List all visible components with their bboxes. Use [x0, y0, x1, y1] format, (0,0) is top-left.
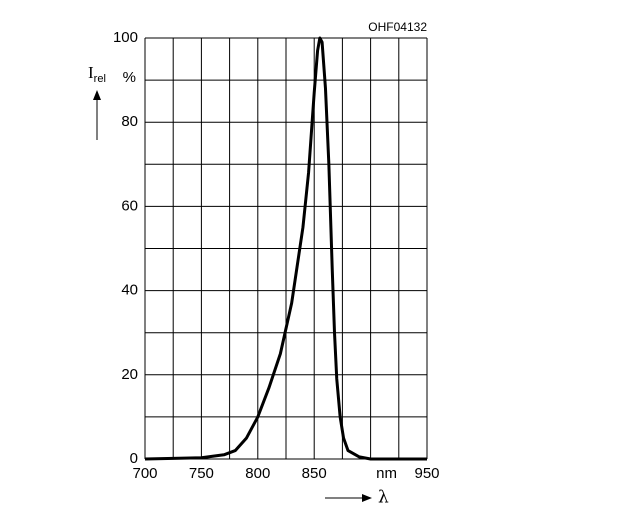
y-label-main: I — [88, 63, 94, 82]
y-label-sub: rel — [94, 73, 106, 85]
y-tick-label: 100 — [113, 29, 138, 46]
x-arrow-head — [362, 494, 372, 502]
x-axis-label: λ — [378, 488, 389, 508]
y-tick-label: % — [123, 69, 136, 86]
x-tick-label: 950 — [414, 465, 439, 482]
x-tick-label: 700 — [132, 465, 157, 482]
x-tick-label: 800 — [245, 465, 270, 482]
y-tick-label: 20 — [121, 366, 138, 383]
y-tick-label: 40 — [121, 282, 138, 299]
y-arrow-head — [93, 90, 101, 100]
curve — [144, 36, 427, 461]
y-tick-label: 60 — [121, 197, 138, 214]
x-tick-label: 850 — [302, 465, 327, 482]
figure-code: OHF04132 — [368, 20, 427, 34]
x-tick-label: nm — [376, 465, 397, 482]
y-tick-label: 0 — [130, 450, 138, 467]
y-axis-label: Irel — [88, 63, 106, 85]
x-tick-label: 750 — [189, 465, 214, 482]
y-tick-label: 80 — [121, 113, 138, 130]
